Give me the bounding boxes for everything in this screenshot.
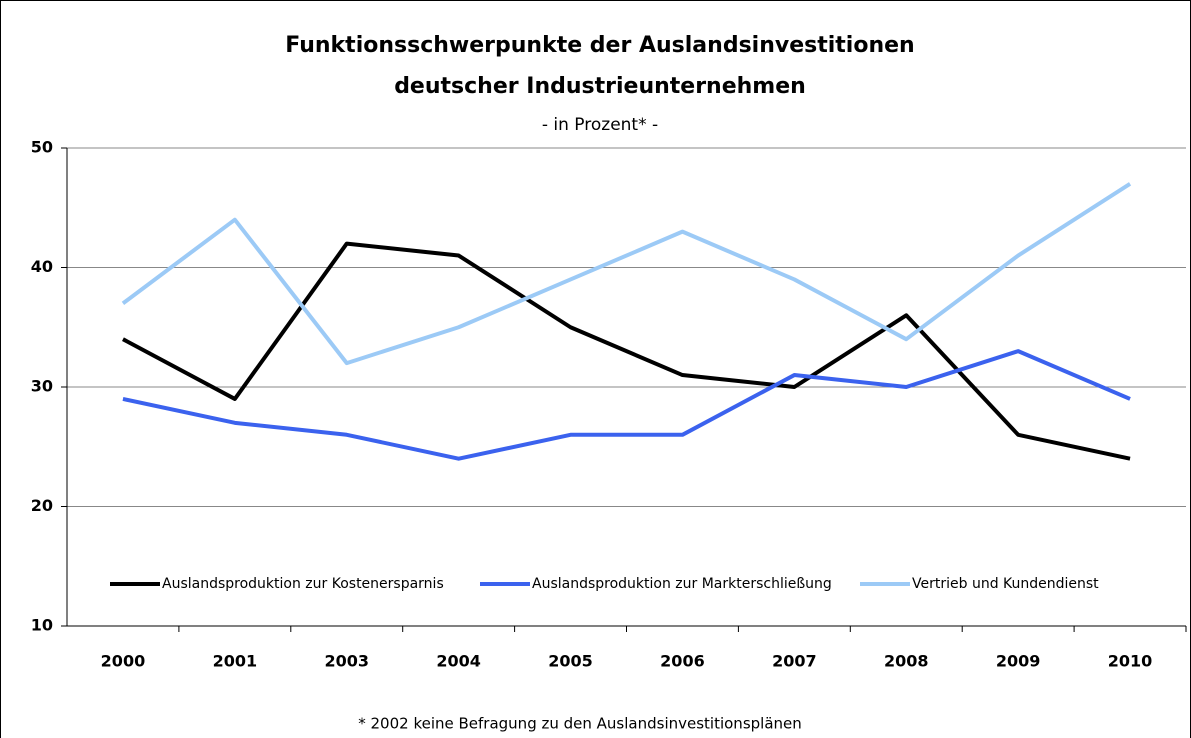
legend-label: Auslandsproduktion zur Markterschließung	[532, 576, 832, 592]
x-tick-label: 2010	[1108, 652, 1153, 671]
x-tick-label: 2004	[436, 652, 481, 671]
series-line	[121, 182, 1132, 366]
x-tick-label: 2007	[772, 652, 817, 671]
x-tick-label: 2006	[660, 652, 705, 671]
y-tick-label: 20	[31, 496, 53, 515]
legend-label: Auslandsproduktion zur Kostenersparnis	[162, 576, 444, 592]
y-tick-label: 30	[31, 377, 53, 396]
x-tick-label: 2008	[884, 652, 929, 671]
footnote: * 2002 keine Befragung zu den Auslandsin…	[358, 715, 802, 733]
x-tick-label: 2003	[324, 652, 369, 671]
y-tick-label: 40	[31, 257, 53, 276]
series-line	[122, 349, 1131, 461]
series-line	[122, 241, 1131, 461]
chart-title: Funktionsschwerpunkte der Auslandsinvest…	[285, 33, 914, 58]
x-tick-label: 2000	[101, 652, 146, 671]
y-tick-label: 10	[31, 616, 53, 635]
chart-title: deutscher Industrieunternehmen	[394, 74, 806, 99]
y-tick-label: 50	[31, 138, 53, 157]
x-tick-label: 2009	[996, 652, 1041, 671]
x-tick-label: 2005	[548, 652, 593, 671]
legend-label: Vertrieb und Kundendienst	[912, 576, 1099, 592]
chart-subtitle: - in Prozent* -	[542, 115, 658, 135]
x-tick-label: 2001	[213, 652, 258, 671]
